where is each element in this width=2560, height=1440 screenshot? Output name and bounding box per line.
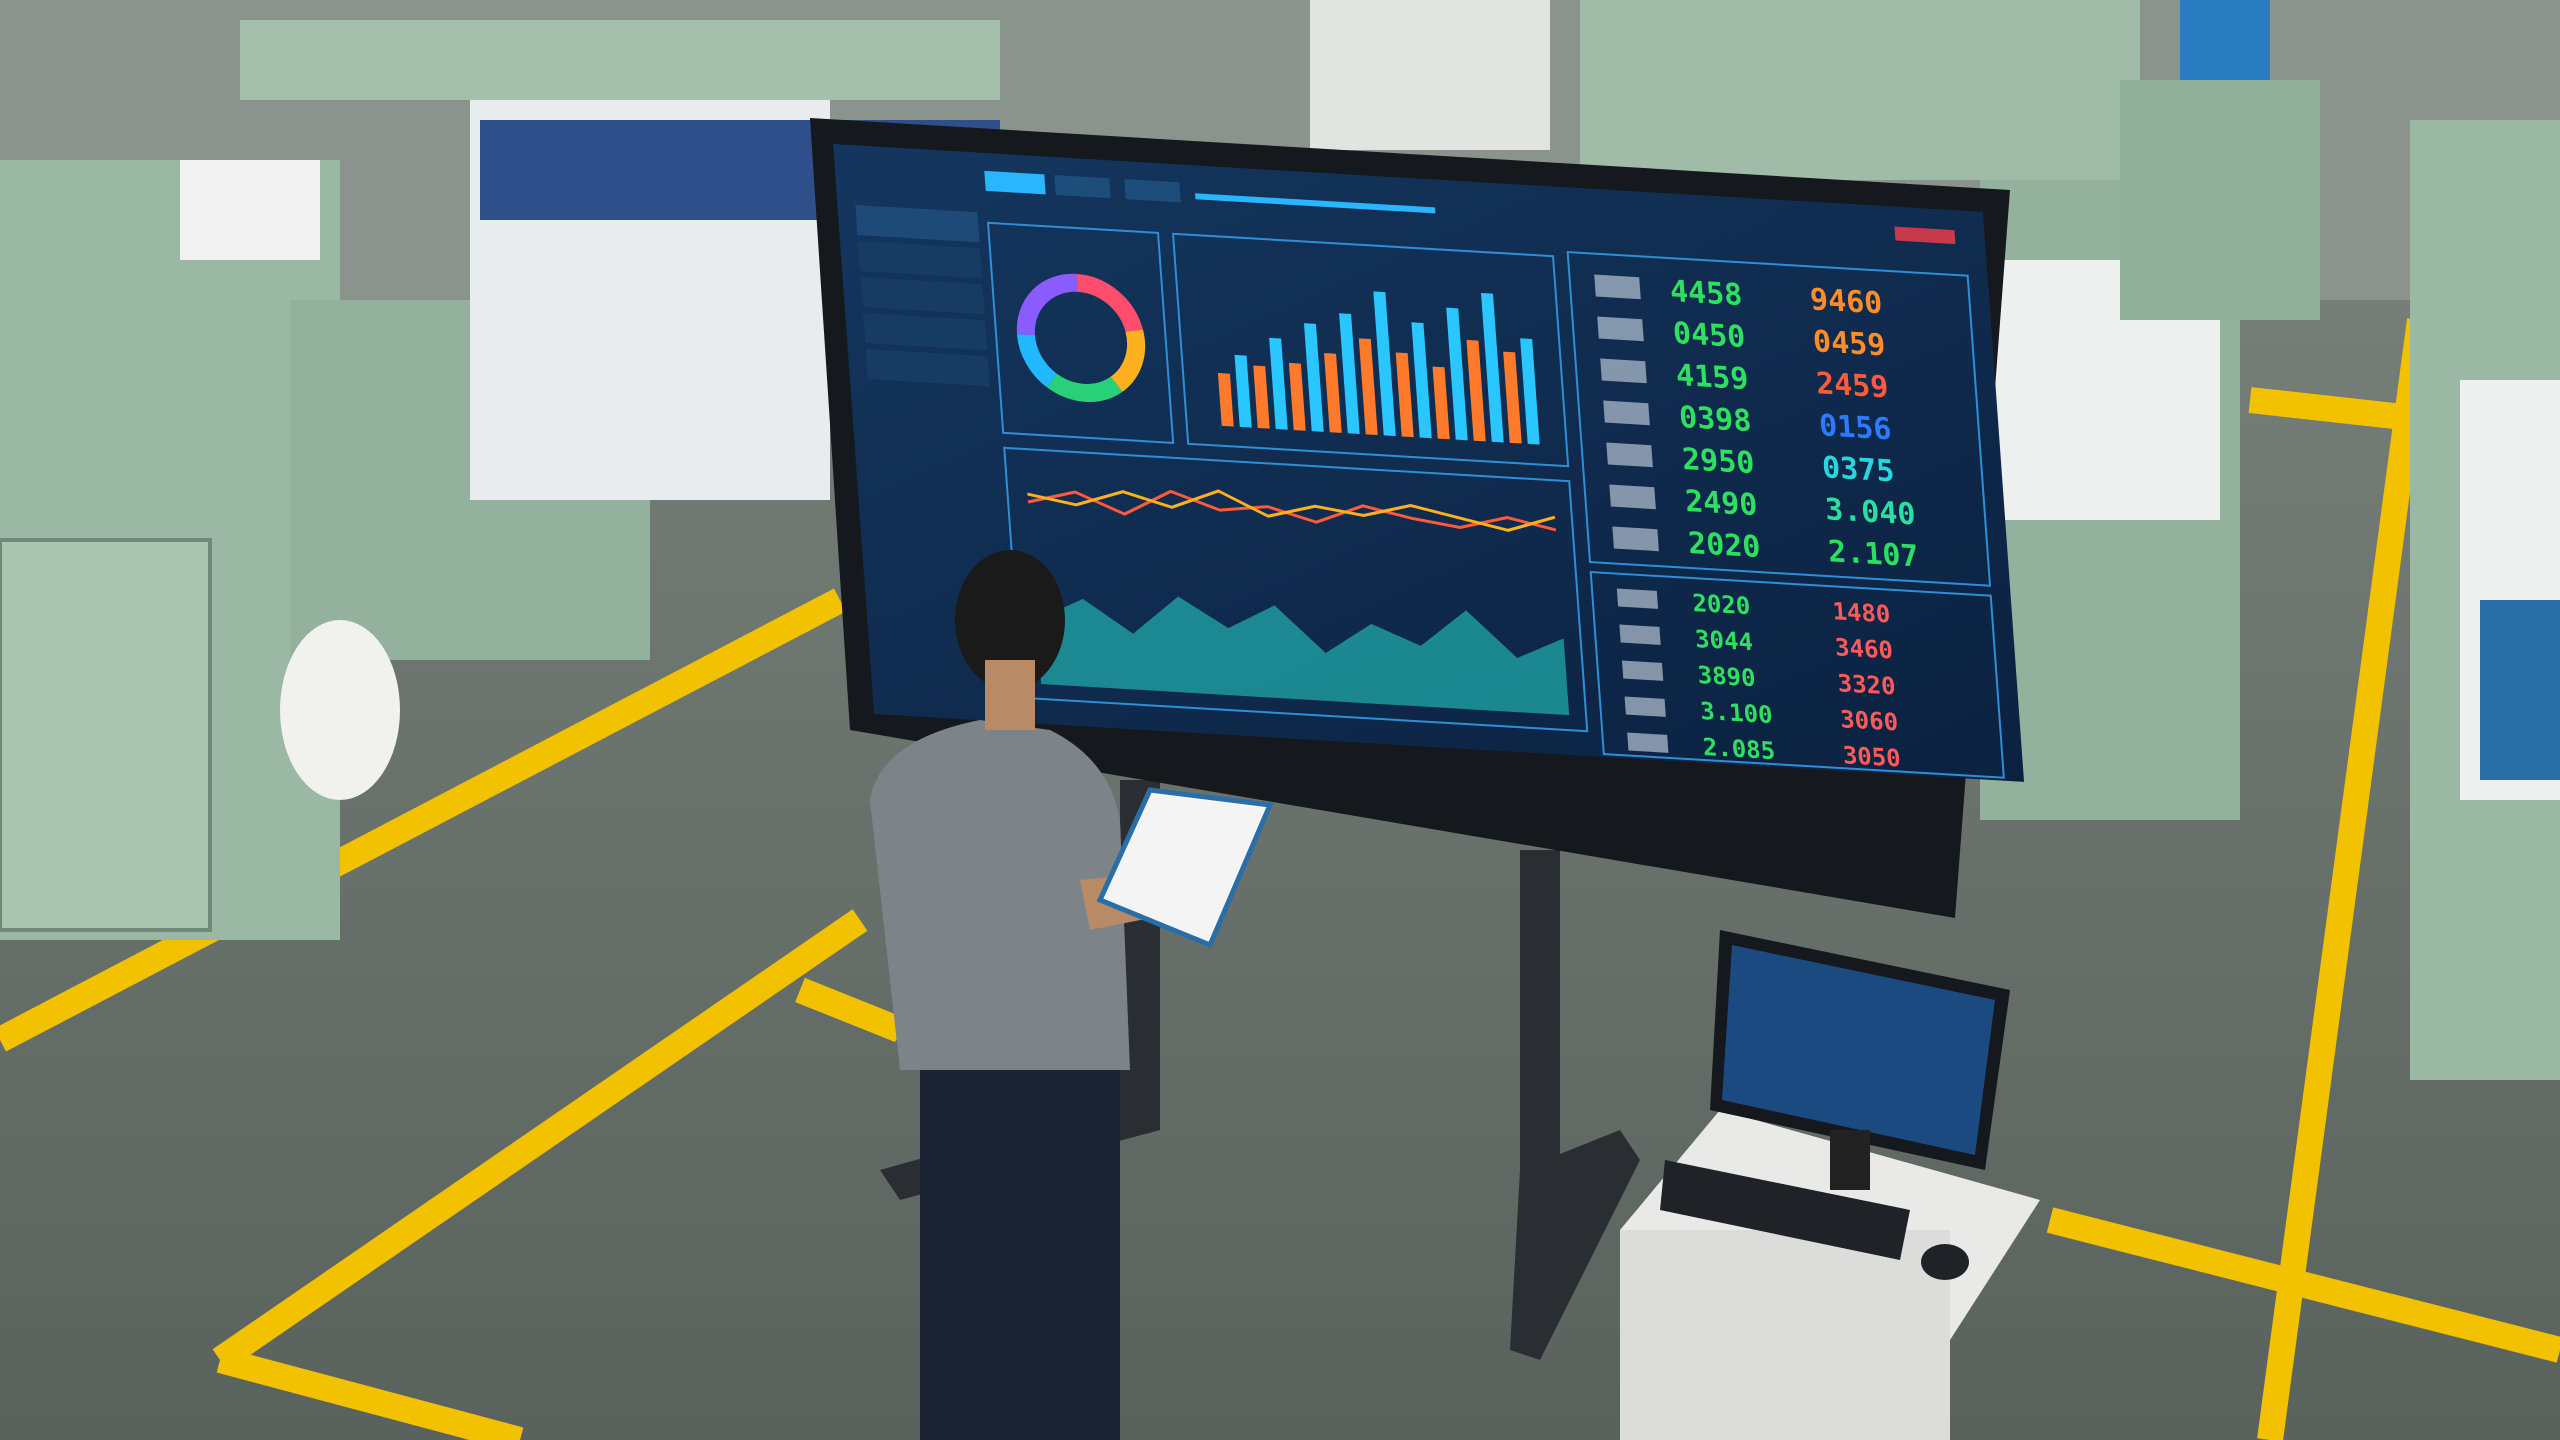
bar: [1520, 338, 1540, 445]
bar-chart-panel: [1171, 232, 1570, 468]
row-label: [1619, 624, 1661, 645]
row-label: [1609, 484, 1656, 510]
sidebar-item[interactable]: [860, 277, 985, 315]
metric-value: 9460: [1809, 282, 1884, 321]
sidebar-menu: [855, 205, 990, 387]
row-label: [1597, 316, 1644, 342]
row-label: [1616, 588, 1659, 609]
metric-value: 0398: [1678, 400, 1753, 439]
metric-value: 3320: [1837, 669, 1897, 700]
metric-value: 2490: [1684, 484, 1759, 523]
bar: [1358, 338, 1378, 436]
tab-active[interactable]: [984, 170, 1046, 195]
clipboard: [1096, 787, 1274, 949]
donut-segment: [1016, 273, 1079, 336]
metric-value: 1480: [1832, 597, 1892, 628]
metric-value: 3044: [1694, 625, 1754, 656]
loom-machines-left: [0, 20, 1000, 940]
donut-segment: [1047, 373, 1123, 402]
top-bar: [984, 170, 1956, 245]
bar: [1303, 323, 1324, 432]
metric-value: 3.040: [1824, 492, 1917, 532]
bar: [1446, 307, 1468, 441]
metric-value: 3460: [1834, 633, 1894, 664]
metric-value: 0156: [1818, 408, 1893, 447]
bar: [1234, 354, 1252, 428]
row-label: [1603, 400, 1650, 426]
dashboard-screen: 4458 9460 0450 0459 4159 2459 0398 0156 2950 0375…: [833, 144, 2025, 782]
pillar: [1310, 0, 1550, 150]
metric-value: 2.085: [1702, 733, 1776, 765]
loom-machines-right: [1310, 0, 2560, 1080]
bar: [1373, 291, 1396, 437]
metrics-table-bottom: [1589, 571, 2005, 779]
metrics-table-top: [1566, 251, 1992, 587]
sidebar-item[interactable]: [863, 313, 988, 351]
row-label: [1627, 732, 1669, 753]
metric-value: 2459: [1815, 366, 1890, 405]
progress-bar: [1195, 193, 1436, 214]
sidebar-item[interactable]: [857, 241, 983, 279]
wall-monitor: [2180, 0, 2270, 80]
metric-value: 4458: [1669, 274, 1744, 313]
bar: [1395, 352, 1414, 438]
bar: [1503, 351, 1522, 444]
row-label: [1612, 526, 1659, 552]
bar: [1466, 339, 1486, 442]
computer-desk: [1620, 930, 2040, 1440]
bar: [1411, 322, 1432, 439]
donut-segment: [1076, 273, 1143, 333]
metrics-tables: 4458 9460 0450 0459 4159 2459 0398 0156 2950 0375…: [1594, 274, 1920, 773]
tab[interactable]: [1054, 174, 1111, 199]
yellow-floor-lanes: [0, 318, 2560, 1440]
area-series: [1036, 596, 1570, 716]
metric-value: 0459: [1812, 324, 1887, 363]
metric-value: 3890: [1697, 661, 1757, 692]
metric-value: 0375: [1821, 450, 1896, 489]
metric-value: 0450: [1672, 316, 1747, 355]
metric-value: 2950: [1681, 442, 1756, 481]
metric-value: 4159: [1675, 358, 1750, 397]
mouse[interactable]: [1921, 1244, 1969, 1280]
bar: [1324, 353, 1342, 433]
bar: [1288, 362, 1306, 431]
row-label: [1624, 696, 1666, 717]
person-with-clipboard: [870, 550, 1274, 1440]
metric-value: 3060: [1839, 705, 1899, 736]
keyboard[interactable]: [1660, 1160, 1910, 1260]
bar: [1217, 373, 1234, 427]
bar: [1481, 292, 1504, 443]
alert-indicator: [1894, 226, 1956, 245]
bar: [1269, 337, 1288, 430]
line-series: [1027, 489, 1557, 532]
bar: [1432, 366, 1450, 440]
row-label: [1594, 274, 1641, 300]
bar-chart: [1217, 291, 1540, 445]
sidebar-item[interactable]: [865, 349, 990, 387]
row-label: [1606, 442, 1653, 468]
sidebar-item[interactable]: [855, 205, 980, 243]
donut-panel: [986, 221, 1175, 444]
yarn-roll: [280, 620, 400, 800]
tab[interactable]: [1124, 179, 1181, 203]
donut-segment: [1016, 334, 1057, 388]
metric-value: 2020: [1692, 589, 1752, 620]
donut-chart: [1016, 273, 1146, 402]
metric-value: 3.100: [1699, 697, 1773, 729]
area-chart: [1027, 489, 1570, 716]
metric-value: 3050: [1842, 741, 1902, 772]
row-label: [1621, 660, 1664, 681]
bar: [1339, 313, 1360, 434]
bar: [1253, 365, 1270, 429]
row-label: [1600, 358, 1647, 384]
metric-value: 2020: [1687, 526, 1762, 565]
donut-segment: [1110, 329, 1146, 392]
line-series: [1027, 489, 1556, 532]
metric-value: 2.107: [1827, 534, 1920, 574]
